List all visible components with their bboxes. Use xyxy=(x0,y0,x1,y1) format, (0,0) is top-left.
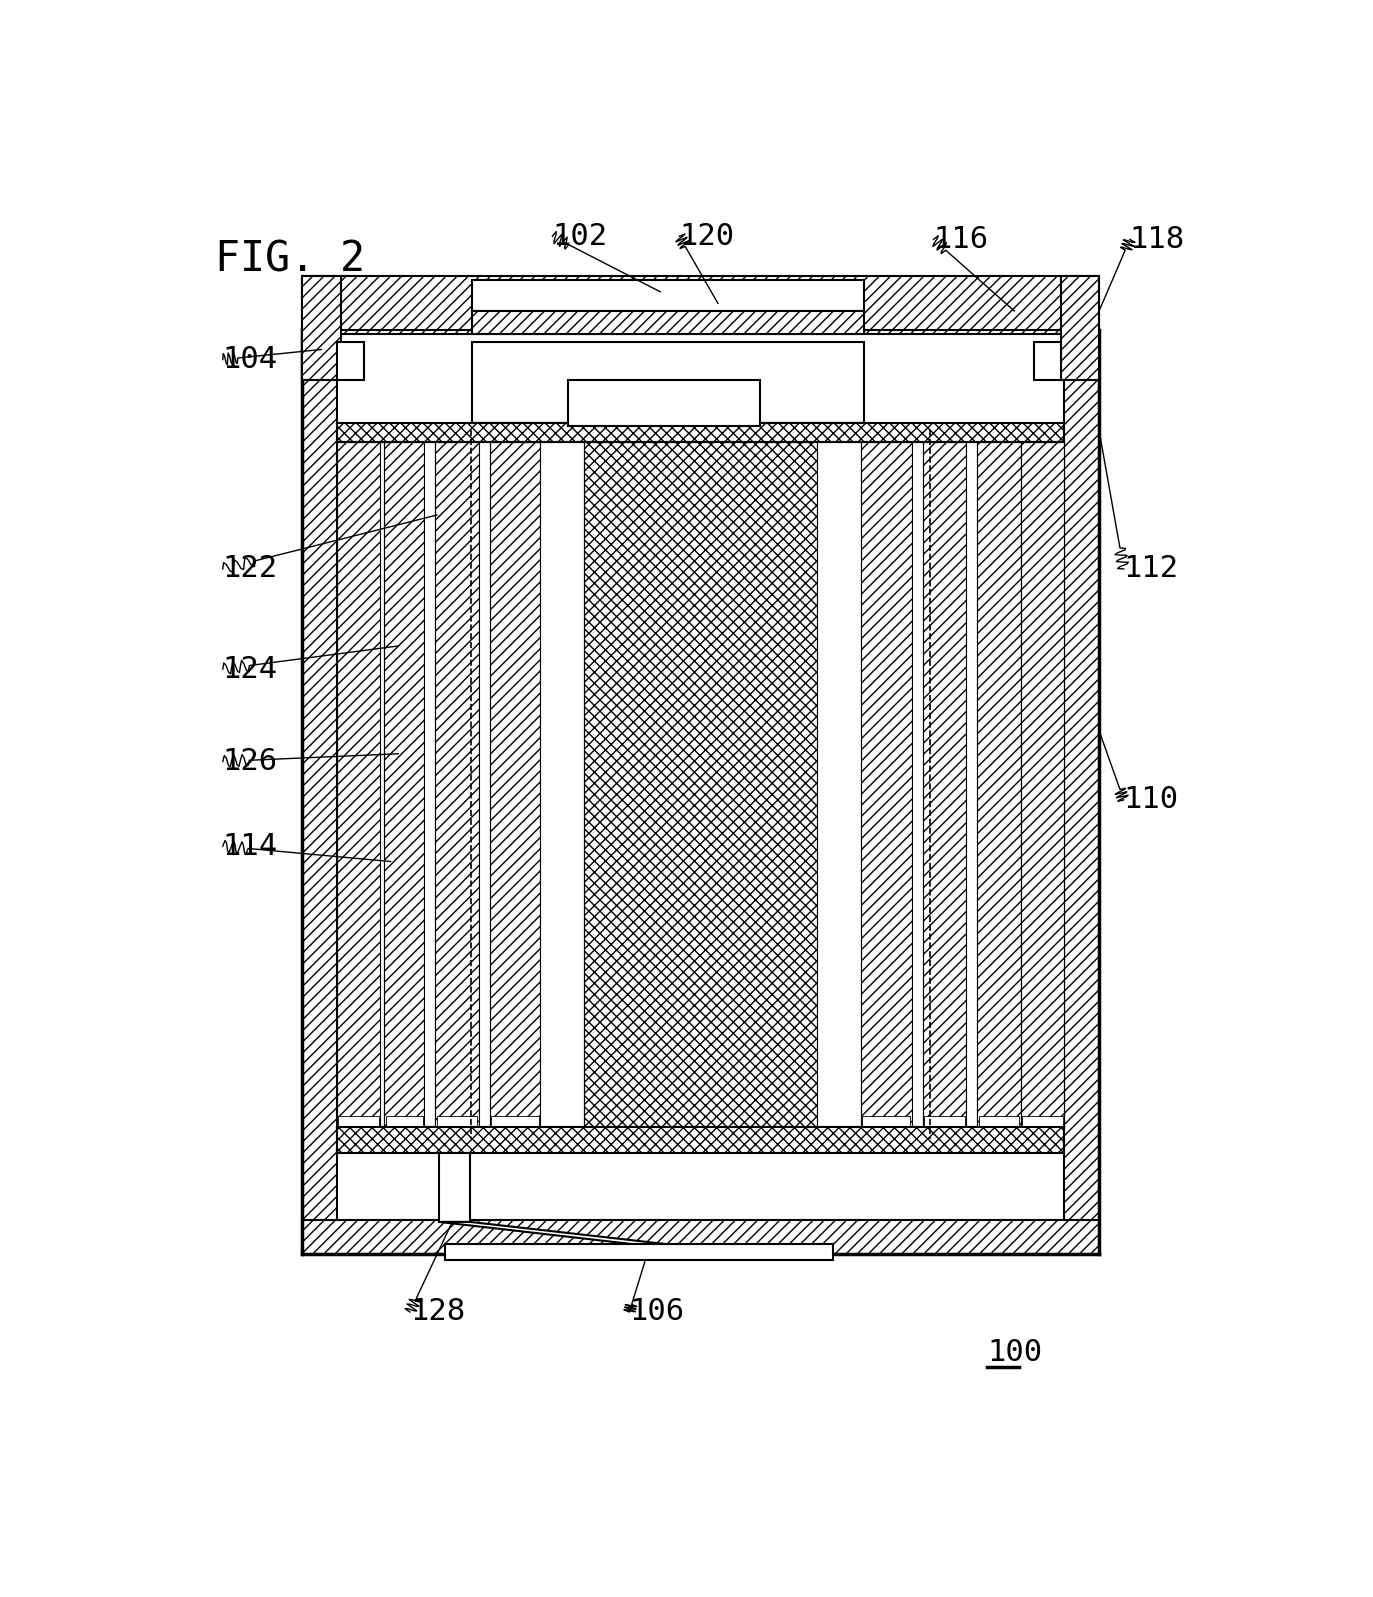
Bar xyxy=(445,1244,833,1260)
Bar xyxy=(336,1153,1064,1220)
Text: FIG. 2: FIG. 2 xyxy=(216,238,365,281)
Bar xyxy=(479,442,490,1127)
Polygon shape xyxy=(439,1222,722,1250)
Bar xyxy=(336,442,380,1127)
Text: 110: 110 xyxy=(1123,786,1179,814)
Bar xyxy=(862,1116,910,1127)
Bar xyxy=(978,442,1020,1127)
Bar xyxy=(923,442,967,1127)
Bar xyxy=(336,423,1064,442)
Bar xyxy=(568,380,761,426)
Bar xyxy=(471,311,864,334)
Bar xyxy=(1023,1116,1063,1127)
Bar xyxy=(541,442,584,1127)
Bar xyxy=(437,1116,476,1127)
Bar xyxy=(384,442,424,1127)
Text: 122: 122 xyxy=(222,554,277,583)
Bar xyxy=(302,276,341,380)
Text: 100: 100 xyxy=(987,1338,1042,1367)
Bar xyxy=(471,342,864,423)
Text: 124: 124 xyxy=(222,655,277,684)
Bar xyxy=(302,1220,1098,1254)
Text: 118: 118 xyxy=(1130,225,1185,254)
Bar xyxy=(302,331,336,1254)
Bar xyxy=(336,342,364,380)
Text: 116: 116 xyxy=(934,225,989,254)
Bar xyxy=(435,442,479,1127)
Text: 126: 126 xyxy=(222,747,277,776)
Text: 104: 104 xyxy=(222,345,277,374)
Text: 112: 112 xyxy=(1123,554,1179,583)
Bar xyxy=(861,442,912,1127)
Bar xyxy=(302,276,1098,334)
Bar xyxy=(386,1116,423,1127)
Bar xyxy=(584,442,817,1127)
Bar xyxy=(1034,342,1060,380)
Bar xyxy=(490,442,541,1127)
Text: 128: 128 xyxy=(411,1297,465,1327)
Bar xyxy=(979,1116,1019,1127)
Bar xyxy=(967,442,978,1127)
Text: 120: 120 xyxy=(680,222,735,251)
Bar xyxy=(912,442,923,1127)
Text: 102: 102 xyxy=(552,222,607,251)
Bar xyxy=(336,331,1064,1220)
Bar xyxy=(471,279,864,311)
Bar xyxy=(924,1116,965,1127)
Bar xyxy=(336,442,1064,1127)
Bar xyxy=(338,1116,379,1127)
Text: 114: 114 xyxy=(222,832,277,861)
Bar xyxy=(817,442,861,1127)
Bar xyxy=(492,1116,540,1127)
Bar xyxy=(1060,276,1098,380)
Bar xyxy=(439,1153,470,1222)
Bar xyxy=(424,442,435,1127)
Bar xyxy=(1064,331,1098,1254)
Bar xyxy=(336,1127,1064,1153)
Text: 106: 106 xyxy=(629,1297,685,1327)
Bar xyxy=(1020,442,1064,1127)
